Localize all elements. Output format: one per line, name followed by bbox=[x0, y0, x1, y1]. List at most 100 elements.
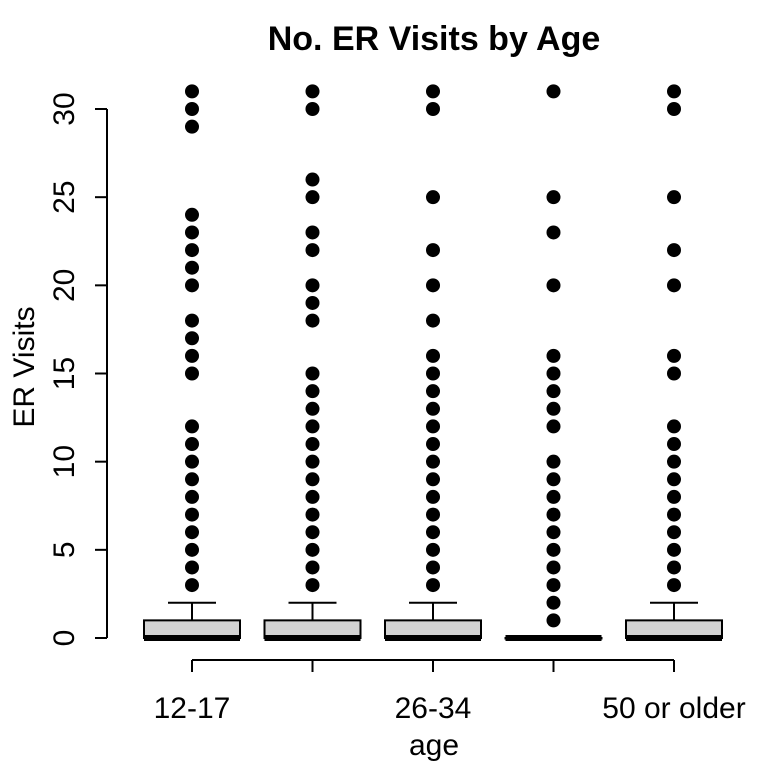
outlier-point bbox=[305, 295, 320, 310]
outlier-point bbox=[667, 190, 681, 205]
outlier-point bbox=[667, 489, 681, 504]
outlier-point bbox=[426, 243, 440, 258]
outlier-point bbox=[305, 313, 320, 328]
outlier-point bbox=[305, 542, 320, 557]
outlier-point bbox=[185, 489, 199, 504]
outlier-point bbox=[426, 454, 440, 469]
outlier-point bbox=[426, 419, 440, 434]
outlier-point bbox=[426, 348, 440, 363]
outlier-point bbox=[185, 260, 199, 275]
outlier-point bbox=[305, 225, 320, 240]
outlier-point bbox=[667, 472, 681, 487]
outlier-point bbox=[546, 542, 561, 557]
outlier-point bbox=[185, 119, 199, 134]
outlier-point bbox=[546, 401, 561, 416]
outlier-point bbox=[546, 578, 561, 593]
outlier-point bbox=[185, 472, 199, 487]
outlier-point bbox=[305, 472, 320, 487]
outlier-point bbox=[185, 507, 199, 522]
outlier-point bbox=[546, 225, 561, 240]
outlier-point bbox=[185, 102, 199, 117]
outlier-point bbox=[305, 419, 320, 434]
outlier-point bbox=[426, 525, 440, 540]
outlier-point bbox=[667, 507, 681, 522]
outlier-point bbox=[667, 542, 681, 557]
outlier-point bbox=[305, 102, 320, 117]
outlier-point bbox=[426, 102, 440, 117]
outlier-point bbox=[546, 613, 561, 628]
outlier-point bbox=[546, 278, 561, 293]
outlier-point bbox=[185, 313, 199, 328]
outlier-point bbox=[426, 384, 440, 399]
outlier-point bbox=[546, 595, 561, 610]
outlier-point bbox=[185, 454, 199, 469]
outlier-point bbox=[305, 507, 320, 522]
outlier-point bbox=[305, 190, 320, 205]
outlier-point bbox=[185, 84, 199, 99]
outlier-point bbox=[185, 560, 199, 575]
outlier-point bbox=[305, 454, 320, 469]
outlier-point bbox=[185, 278, 199, 293]
outlier-point bbox=[426, 437, 440, 452]
outlier-point bbox=[667, 525, 681, 540]
x-tick-label: 50 or older bbox=[602, 692, 745, 725]
outlier-point bbox=[305, 384, 320, 399]
outlier-point bbox=[667, 454, 681, 469]
outlier-point bbox=[426, 472, 440, 487]
outlier-point bbox=[546, 454, 561, 469]
outlier-point bbox=[185, 331, 199, 346]
outlier-point bbox=[667, 243, 681, 258]
outlier-point bbox=[546, 489, 561, 504]
y-tick-label: 30 bbox=[48, 92, 81, 125]
y-tick-label: 25 bbox=[48, 180, 81, 213]
y-tick-label: 15 bbox=[48, 357, 81, 390]
y-axis-label: ER Visits bbox=[8, 306, 41, 427]
outlier-point bbox=[426, 401, 440, 416]
outlier-point bbox=[305, 489, 320, 504]
x-tick-label: 26-34 bbox=[395, 692, 472, 725]
outlier-point bbox=[546, 525, 561, 540]
outlier-point bbox=[546, 507, 561, 522]
outlier-point bbox=[185, 578, 199, 593]
outlier-point bbox=[185, 542, 199, 557]
outlier-point bbox=[426, 489, 440, 504]
outlier-point bbox=[426, 313, 440, 328]
outlier-point bbox=[185, 437, 199, 452]
outlier-point bbox=[305, 401, 320, 416]
outlier-point bbox=[305, 525, 320, 540]
x-axis-label: age bbox=[409, 729, 459, 762]
outlier-point bbox=[546, 384, 561, 399]
outlier-point bbox=[546, 84, 561, 99]
outlier-point bbox=[185, 207, 199, 222]
outlier-point bbox=[667, 278, 681, 293]
outlier-point bbox=[185, 525, 199, 540]
outlier-point bbox=[305, 84, 320, 99]
outlier-point bbox=[185, 419, 199, 434]
y-tick-label: 20 bbox=[48, 269, 81, 302]
outlier-point bbox=[426, 84, 440, 99]
outlier-point bbox=[305, 437, 320, 452]
outlier-point bbox=[185, 225, 199, 240]
outlier-point bbox=[426, 578, 440, 593]
outlier-point bbox=[305, 560, 320, 575]
outlier-point bbox=[185, 243, 199, 258]
outlier-point bbox=[305, 172, 320, 187]
outlier-point bbox=[546, 419, 561, 434]
outlier-point bbox=[305, 243, 320, 258]
outlier-point bbox=[667, 366, 681, 381]
outlier-point bbox=[667, 578, 681, 593]
y-tick-label: 0 bbox=[48, 630, 81, 647]
outlier-point bbox=[185, 366, 199, 381]
outlier-point bbox=[185, 348, 199, 363]
outlier-point bbox=[667, 84, 681, 99]
outlier-point bbox=[305, 366, 320, 381]
outlier-point bbox=[426, 507, 440, 522]
outlier-point bbox=[667, 437, 681, 452]
chart-title: No. ER Visits by Age bbox=[268, 20, 601, 58]
outlier-point bbox=[426, 560, 440, 575]
outlier-point bbox=[426, 278, 440, 293]
outlier-point bbox=[546, 560, 561, 575]
y-tick-label: 5 bbox=[48, 541, 81, 558]
outlier-point bbox=[426, 542, 440, 557]
